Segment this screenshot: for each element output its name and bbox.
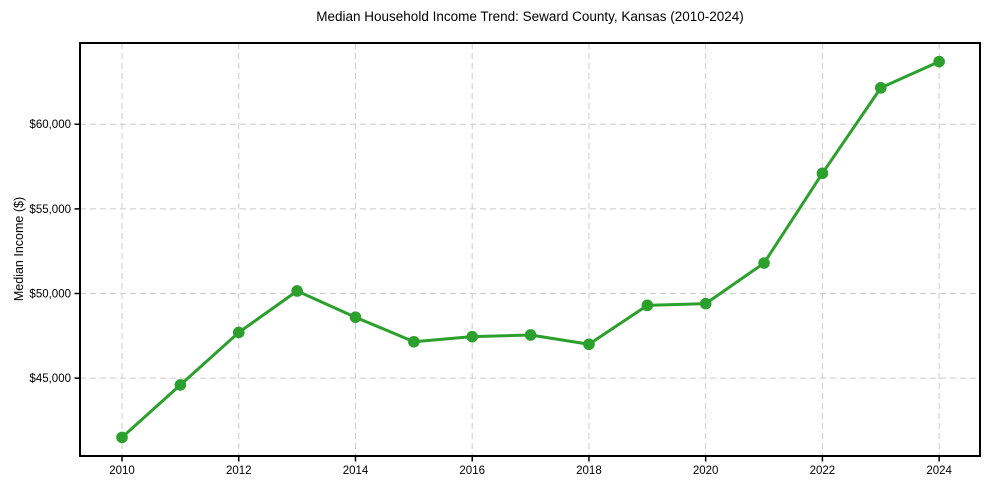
data-point-marker	[291, 285, 303, 297]
y-tick-label: $45,000	[29, 373, 71, 385]
x-tick-label: 2012	[226, 465, 252, 477]
y-tick-label: $50,000	[29, 289, 71, 301]
plot-area-border	[79, 42, 981, 457]
x-tick-label: 2016	[459, 465, 485, 477]
data-point-marker	[933, 55, 945, 68]
x-tick-label: 2014	[343, 465, 369, 477]
data-point-marker	[466, 330, 479, 343]
x-tick-label: 2010	[109, 465, 135, 477]
data-point-marker	[232, 326, 245, 339]
y-tick-label: $55,000	[29, 204, 71, 216]
data-point-marker	[349, 311, 362, 324]
x-tick-label: 2018	[576, 465, 602, 477]
x-tick-label: 2020	[693, 465, 719, 477]
x-tick-label: 2024	[926, 465, 952, 477]
data-point-marker	[874, 82, 887, 94]
data-point-marker	[758, 257, 770, 269]
y-axis-label: Median Income ($)	[12, 196, 26, 302]
data-point-marker	[174, 379, 187, 391]
x-tick-label: 2022	[810, 465, 836, 477]
chart-title: Median Household Income Trend: Seward Co…	[316, 9, 744, 24]
data-point-marker	[816, 167, 829, 180]
data-point-marker	[524, 329, 537, 341]
data-point-marker	[116, 431, 128, 444]
data-point-marker	[408, 335, 420, 348]
data-point-marker	[641, 299, 654, 312]
data-point-marker	[583, 338, 595, 351]
trend-line	[120, 60, 941, 439]
y-tick-label: $60,000	[29, 119, 71, 131]
data-point-marker	[699, 297, 712, 310]
